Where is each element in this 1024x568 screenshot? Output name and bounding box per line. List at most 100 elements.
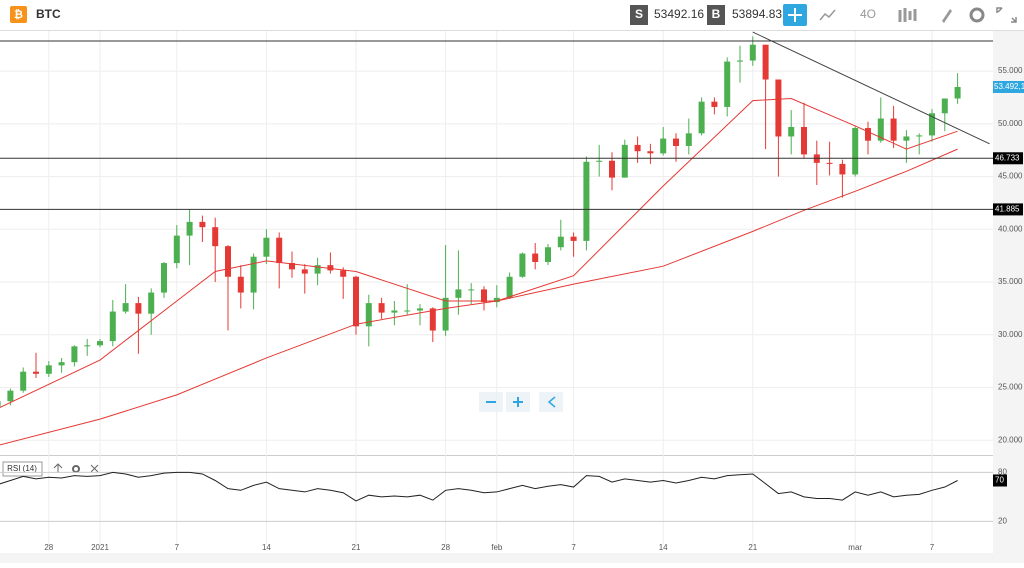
coin-glyph: ₿ — [14, 9, 23, 21]
candle-body — [161, 263, 167, 293]
buy-label: B — [712, 7, 721, 21]
zoom-in-icon — [513, 397, 523, 407]
buy-tag[interactable] — [707, 5, 725, 25]
candle-body — [801, 126, 807, 155]
rsi-line — [0, 471, 958, 502]
rsi-tick-label: 80 — [998, 467, 1007, 476]
candle-body — [122, 303, 129, 312]
candle-body — [634, 144, 641, 152]
moving-average — [0, 97, 958, 409]
y-tick-label: 25.000 — [998, 383, 1023, 392]
candle-body — [250, 256, 257, 293]
candle-body — [391, 310, 398, 313]
interval[interactable]: 4O — [860, 7, 876, 21]
candle-body — [660, 138, 667, 154]
candle-body — [583, 161, 590, 241]
settings-button[interactable] — [969, 7, 985, 23]
candle-body — [916, 135, 923, 137]
x-tick-label: 7 — [930, 543, 935, 552]
candle-body — [903, 136, 910, 141]
rsi-label: RSI (14) — [7, 464, 37, 473]
line-type-button[interactable] — [819, 9, 836, 21]
candle-body — [493, 297, 500, 303]
candle-body — [647, 151, 654, 154]
rsi-last-label: 70 — [995, 476, 1004, 485]
sell-label: S — [635, 7, 643, 21]
candle-body — [455, 289, 462, 298]
fullscreen-button[interactable] — [996, 7, 1017, 23]
candle-type-button[interactable] — [898, 8, 917, 22]
candle-body — [685, 133, 692, 146]
x-tick-label: 21 — [352, 543, 361, 552]
candle-body — [301, 269, 308, 274]
candle-body — [954, 86, 961, 99]
candle-body — [135, 303, 142, 314]
x-tick-label: mar — [848, 543, 862, 552]
navigator — [0, 553, 993, 563]
candle-body — [45, 365, 52, 374]
rsi-up[interactable] — [53, 463, 63, 473]
level-label: 46.733 — [995, 153, 1020, 162]
candle-body — [468, 289, 475, 291]
candle-body — [481, 289, 487, 303]
rsi-tick-label: 20 — [998, 516, 1007, 525]
header: ₿ BTC S 53492.16 B 53894.83 4O — [0, 0, 1024, 30]
candle-body — [737, 60, 743, 62]
candle-body — [353, 276, 359, 327]
candle-body — [673, 138, 679, 146]
candle-body — [929, 113, 935, 136]
y-tick-label: 55.000 — [998, 66, 1023, 75]
level-tag — [993, 152, 1023, 165]
candle-body — [84, 345, 91, 347]
x-tick-label: feb — [491, 543, 503, 552]
candle-body — [7, 390, 14, 402]
candle-body — [109, 311, 116, 342]
x-tick-label: 28 — [441, 543, 450, 552]
candle-body — [289, 263, 295, 270]
candle-body — [212, 227, 219, 247]
rsi-close[interactable] — [90, 464, 99, 473]
candle-body — [506, 276, 513, 298]
crosshair-icon — [788, 8, 802, 22]
candle-body — [788, 126, 795, 137]
level-label: 41.885 — [995, 205, 1020, 214]
coin-icon — [10, 6, 27, 23]
sell-tag[interactable] — [630, 5, 648, 25]
candle-body — [58, 362, 65, 366]
symbol: BTC — [36, 7, 61, 21]
candle-body — [724, 61, 731, 107]
y-tick-label: 45.000 — [998, 172, 1023, 181]
candle-body — [877, 118, 884, 141]
candle-body — [826, 162, 833, 164]
share-icon — [547, 396, 556, 408]
x-tick-label: 28 — [44, 543, 53, 552]
x-tick-label: 21 — [748, 543, 757, 552]
candle-body — [596, 160, 603, 162]
rsi-settings[interactable] — [72, 465, 80, 473]
candle-body — [519, 253, 526, 277]
candle-body — [890, 118, 897, 141]
candle-body — [417, 308, 423, 311]
candle-body — [148, 292, 155, 314]
candle-body — [97, 341, 103, 346]
share[interactable] — [539, 392, 563, 412]
candle-body — [20, 371, 27, 391]
header-bg — [0, 0, 1024, 30]
y-tick-label: 50.000 — [998, 119, 1023, 128]
buy-price: 53894.83 — [732, 7, 782, 21]
x-tick-label: 14 — [659, 543, 668, 552]
candle-body — [839, 163, 846, 175]
draw-button[interactable] — [942, 9, 952, 23]
moving-average — [0, 148, 958, 446]
x-tick-label: 14 — [262, 543, 271, 552]
candle-body — [749, 44, 756, 61]
candle-body — [429, 308, 436, 331]
candle-body — [941, 98, 948, 114]
candle-body — [225, 246, 231, 277]
candle-body — [775, 79, 782, 137]
candle-body — [570, 236, 577, 241]
candle-body — [237, 276, 244, 293]
level-tag — [993, 203, 1023, 216]
last-price-tag — [993, 80, 1024, 93]
